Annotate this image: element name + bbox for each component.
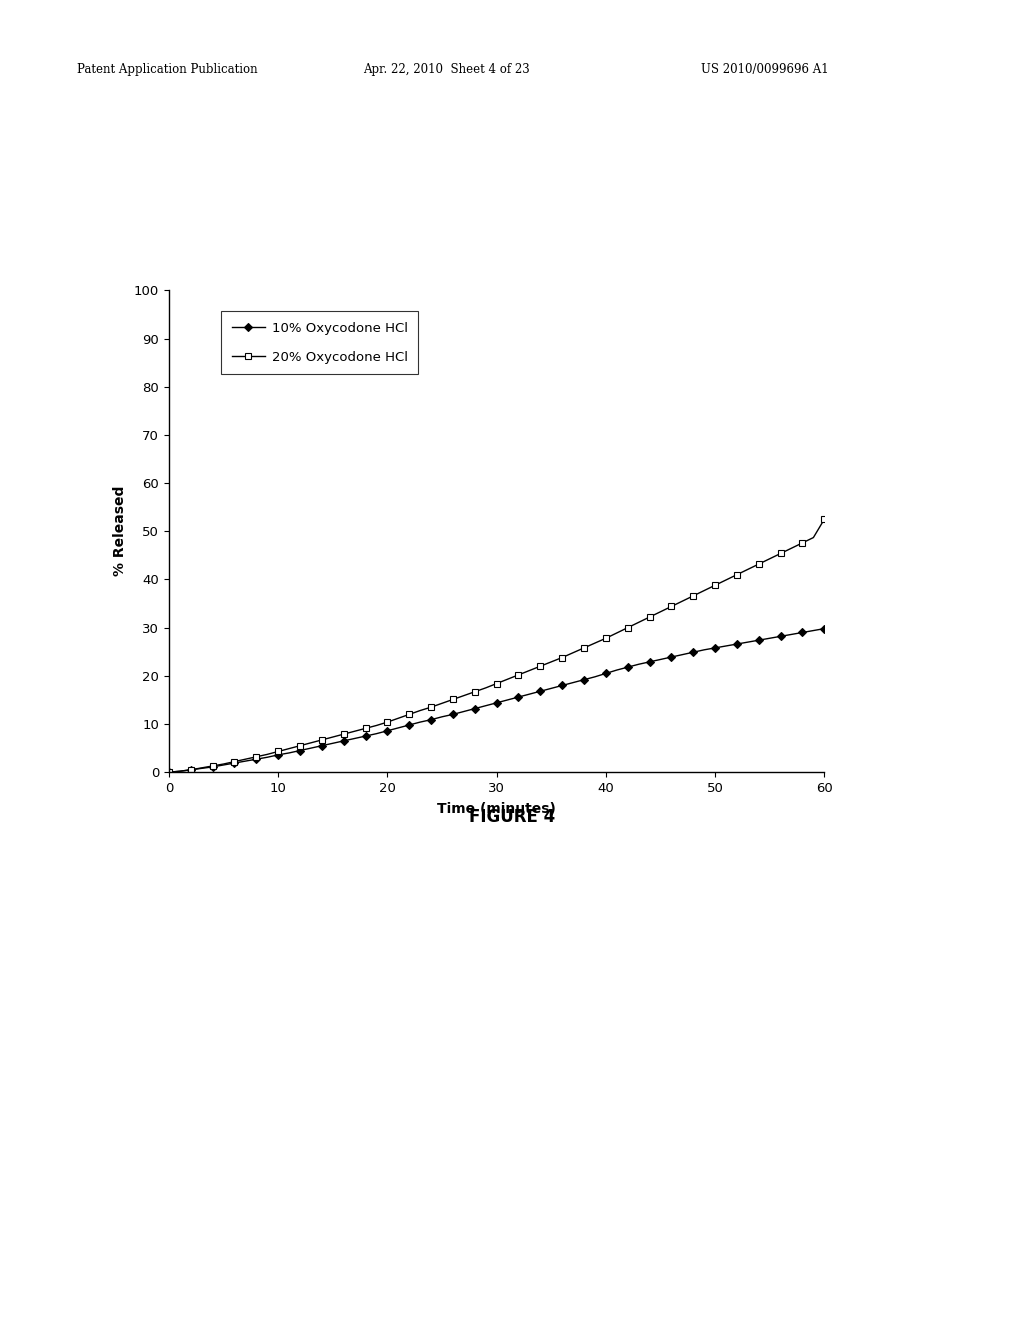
20% Oxycodone HCl [315,733,328,748]
Text: Apr. 22, 2010  Sheet 4 of 23: Apr. 22, 2010 Sheet 4 of 23 [364,63,530,77]
10% Oxycodone HCl [556,677,568,693]
20% Oxycodone HCl [556,649,568,665]
10% Oxycodone HCl [818,620,830,636]
Line: 20% Oxycodone HCl: 20% Oxycodone HCl [166,516,827,775]
Text: FIGURE 4: FIGURE 4 [469,808,555,826]
10% Oxycodone HCl [392,719,404,735]
X-axis label: Time (minutes): Time (minutes) [437,801,556,816]
Line: 10% Oxycodone HCl: 10% Oxycodone HCl [166,626,827,775]
20% Oxycodone HCl [294,738,306,754]
Legend: 10% Oxycodone HCl, 20% Oxycodone HCl: 10% Oxycodone HCl, 20% Oxycodone HCl [221,312,418,375]
Y-axis label: % Released: % Released [113,486,127,577]
10% Oxycodone HCl [294,743,306,759]
20% Oxycodone HCl [163,764,175,780]
Text: US 2010/0099696 A1: US 2010/0099696 A1 [701,63,829,77]
10% Oxycodone HCl [315,738,328,754]
10% Oxycodone HCl [512,689,524,705]
10% Oxycodone HCl [731,636,743,652]
20% Oxycodone HCl [512,667,524,682]
20% Oxycodone HCl [392,710,404,726]
20% Oxycodone HCl [818,511,830,527]
Text: Patent Application Publication: Patent Application Publication [77,63,257,77]
20% Oxycodone HCl [731,566,743,582]
10% Oxycodone HCl [163,764,175,780]
